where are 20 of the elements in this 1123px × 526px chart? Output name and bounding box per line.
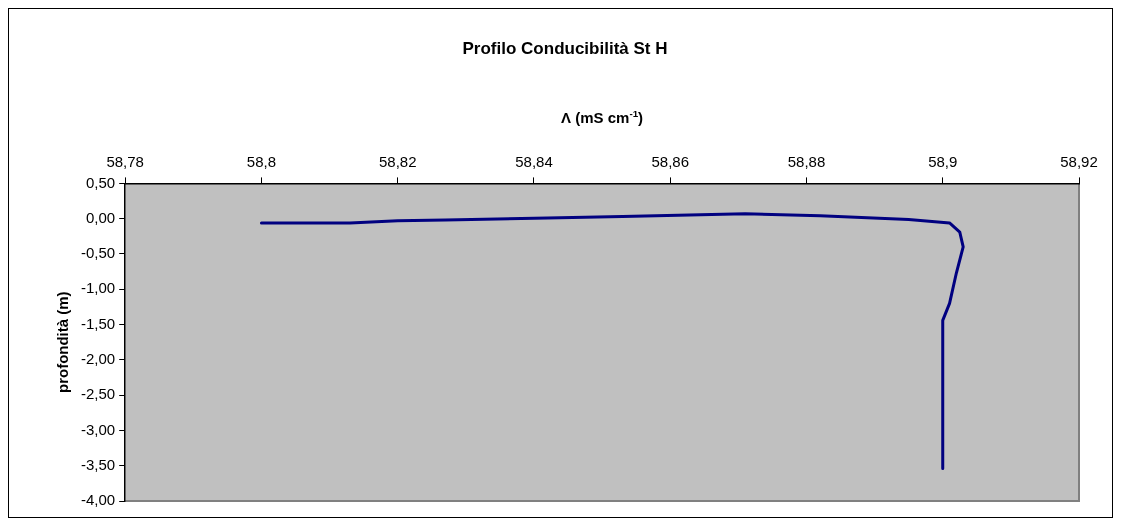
y-tick-label: -0,50 bbox=[80, 244, 116, 262]
x-tick-label: 58,84 bbox=[515, 152, 553, 170]
y-tick-label: -1,50 bbox=[80, 314, 116, 332]
chart-title: Profilo Conducibilità St H bbox=[462, 38, 668, 58]
x-tick-label: 58,88 bbox=[787, 152, 826, 170]
y-axis-title: profondità (m) bbox=[54, 291, 72, 394]
y-tick-label: 0,00 bbox=[85, 208, 116, 226]
x-tick-label: 58,92 bbox=[1060, 152, 1098, 170]
x-tick-label: 58,78 bbox=[106, 152, 144, 170]
y-tick-label: -3,00 bbox=[80, 420, 116, 438]
x-tick-label: 58,82 bbox=[378, 152, 417, 170]
y-tick-label: -3,50 bbox=[80, 455, 116, 473]
x-tick-label: 58,9 bbox=[928, 152, 958, 170]
y-tick-label: -4,00 bbox=[80, 491, 116, 509]
x-tick-label: 58,86 bbox=[651, 152, 689, 170]
y-tick-label: -2,50 bbox=[80, 385, 116, 403]
y-tick-label: 0,50 bbox=[85, 173, 116, 191]
y-tick-label: -2,00 bbox=[80, 349, 116, 367]
x-tick-label: 58,8 bbox=[246, 152, 277, 170]
y-tick-label: -1,00 bbox=[80, 279, 116, 297]
